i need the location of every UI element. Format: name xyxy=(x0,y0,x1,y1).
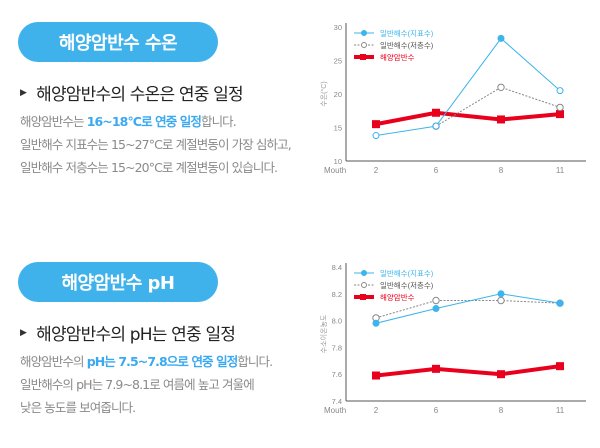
legend-marker xyxy=(361,42,367,48)
x-axis-label: Mouth xyxy=(324,166,346,175)
legend-label: 일반해수(저층수) xyxy=(380,280,434,290)
description-ph: 해양암반수의 pH는 7.5~7.8으로 연중 일정합니다. 일반해수의 pH는… xyxy=(20,350,273,419)
series-line xyxy=(375,110,561,127)
legend-marker xyxy=(361,270,367,276)
y-tick-label: 8.2 xyxy=(332,290,342,299)
legend-marker xyxy=(360,294,366,300)
y-axis-label: 수온(°C) xyxy=(320,81,328,106)
y-tick-label: 7.6 xyxy=(332,370,342,379)
text: 해양암반수는 xyxy=(20,114,87,129)
highlight-text: 16~18°C로 연중 일정 xyxy=(86,114,202,129)
text: 일반해수 저층수는 15~20°C로 계절변동이 있습니다. xyxy=(20,160,278,175)
data-point xyxy=(432,296,440,305)
y-tick-label: 8.0 xyxy=(332,317,342,326)
heading-ph: ▶ 해양암반수의 pH는 연중 일정 xyxy=(20,320,236,345)
section-title-ph: 해양암반수 pH xyxy=(18,262,218,302)
text: 합니다. xyxy=(200,114,237,129)
x-tick-label: 8 xyxy=(499,166,504,175)
y-tick-label: 7.8 xyxy=(332,343,342,352)
legend-marker xyxy=(361,282,367,288)
legend-label: 일반해수(저층수) xyxy=(380,40,434,50)
legend-label: 일반해수(지표수) xyxy=(380,268,434,278)
y-tick-label: 25 xyxy=(334,57,342,66)
data-point xyxy=(432,305,440,313)
highlight-text: pH는 7.5~7.8으로 연중 일정 xyxy=(86,354,239,369)
legend-label: 해양암반수 xyxy=(380,292,415,302)
data-point xyxy=(497,83,505,92)
data-point xyxy=(372,371,380,380)
y-tick-label: 30 xyxy=(334,23,342,32)
data-point xyxy=(432,108,440,117)
triangle-bullet-icon: ▶ xyxy=(20,327,27,338)
section-title-temperature: 해양암반수 수온 xyxy=(18,22,218,62)
x-tick-label: 11 xyxy=(556,166,565,175)
heading-text: 해양암반수의 수온은 연중 일정 xyxy=(36,85,244,105)
y-tick-label: 20 xyxy=(334,90,342,99)
data-point xyxy=(432,122,440,130)
data-point xyxy=(497,115,505,124)
x-tick-label: 2 xyxy=(374,406,379,415)
legend-marker xyxy=(361,30,367,36)
text: 해양암반수의 xyxy=(20,354,87,369)
x-tick-label: 2 xyxy=(374,166,379,175)
data-point xyxy=(497,296,505,305)
temperature-chart: 10 15 20 25 30 수온(°C) Mouth 2 6 8 11 일반해수(지표수) 일반해수(… xyxy=(320,23,586,175)
ph-chart: 7.4 7.6 7.8 8.0 8.2 8.4 수소이온농도 Mouth 2 6 8 11 일반해수(지… xyxy=(319,263,586,415)
series-line xyxy=(375,364,561,378)
y-tick-label: 8.4 xyxy=(332,263,342,272)
data-point xyxy=(556,362,564,371)
text: 낮은 농도를 보여줍니다. xyxy=(20,400,136,415)
data-point xyxy=(556,87,564,95)
text: 일반해수의 pH는 7.9~8.1로 여름에 높고 겨울에 xyxy=(20,377,255,392)
x-tick-label: 8 xyxy=(499,406,504,415)
series-line xyxy=(435,86,561,127)
legend-label: 해양암반수 xyxy=(380,52,415,62)
y-tick-label: 10 xyxy=(334,157,342,166)
heading-text: 해양암반수의 pH는 연중 일정 xyxy=(36,325,236,345)
triangle-bullet-icon: ▶ xyxy=(20,87,27,98)
data-point xyxy=(497,290,505,298)
series-line xyxy=(375,37,561,137)
data-point xyxy=(432,364,440,373)
y-axis-label: 수소이온농도 xyxy=(319,314,328,353)
text: 일반해수 지표수는 15~27°C로 계절변동이 가장 심하고, xyxy=(20,137,292,152)
data-point xyxy=(556,299,564,307)
x-tick-label: 11 xyxy=(556,406,565,415)
y-tick-label: 7.4 xyxy=(332,397,342,406)
data-point xyxy=(556,110,564,119)
data-point xyxy=(372,120,380,129)
data-point xyxy=(372,319,380,327)
description-temperature: 해양암반수는 16~18°C로 연중 일정합니다. 일반해수 지표수는 15~2… xyxy=(20,110,292,179)
y-tick-label: 15 xyxy=(334,124,342,133)
data-point xyxy=(556,103,564,112)
heading-temperature: ▶ 해양암반수의 수온은 연중 일정 xyxy=(20,80,244,105)
x-tick-label: 6 xyxy=(434,406,439,415)
series-line xyxy=(375,300,561,319)
legend-marker xyxy=(360,54,366,60)
x-tick-label: 6 xyxy=(434,166,439,175)
x-axis-label: Mouth xyxy=(324,406,346,415)
data-point xyxy=(497,370,505,379)
text: 합니다. xyxy=(237,354,273,369)
series-line xyxy=(375,293,561,324)
legend-label: 일반해수(지표수) xyxy=(380,28,434,38)
data-point xyxy=(372,132,380,140)
data-point xyxy=(497,34,505,42)
